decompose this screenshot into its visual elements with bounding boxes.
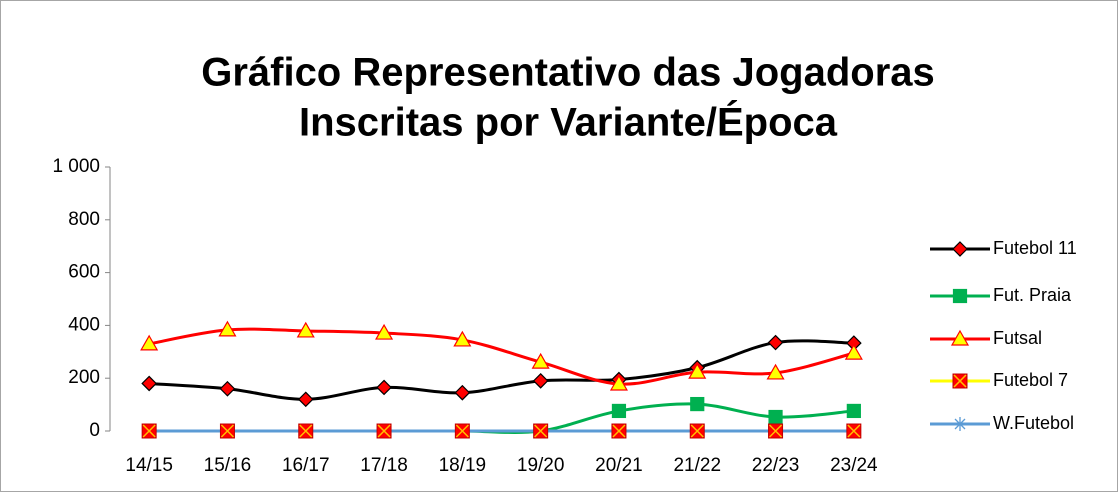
marker <box>453 330 472 347</box>
marker <box>690 396 705 412</box>
marker <box>297 391 314 408</box>
marker <box>296 321 315 338</box>
marker <box>219 380 236 397</box>
y-tick-label: 600 <box>68 262 100 283</box>
x-tick-label: 22/23 <box>752 455 800 476</box>
marker <box>141 423 157 439</box>
marker <box>688 362 707 379</box>
marker <box>531 352 550 369</box>
marker <box>766 363 785 380</box>
marker <box>298 423 314 439</box>
legend-label: Futebol 7 <box>993 370 1068 390</box>
marker <box>533 423 549 439</box>
y-tick-label: 1 000 <box>52 156 100 177</box>
marker <box>375 323 394 340</box>
marker <box>846 423 862 439</box>
x-tick-label: 16/17 <box>282 455 330 476</box>
legend-label: Fut. Praia <box>993 285 1072 305</box>
y-tick-label: 200 <box>68 367 100 388</box>
marker <box>952 288 968 304</box>
series-line <box>148 327 855 386</box>
x-tick-label: 18/19 <box>439 455 487 476</box>
marker <box>609 374 628 391</box>
x-tick-label: 17/18 <box>360 455 408 476</box>
marker <box>952 241 968 257</box>
marker <box>140 334 159 351</box>
marker <box>454 384 471 401</box>
marker <box>844 343 863 360</box>
y-tick-label: 800 <box>68 209 100 230</box>
marker <box>376 379 392 396</box>
chart-title: Gráfico Representativo das Jogadoras <box>201 51 935 95</box>
marker <box>141 375 157 392</box>
y-tick-label: 400 <box>68 314 100 335</box>
marker <box>952 373 968 389</box>
x-tick-label: 14/15 <box>125 455 173 476</box>
marker <box>532 372 549 389</box>
x-tick-label: 15/16 <box>204 455 252 476</box>
marker <box>218 320 237 337</box>
chart-title: Inscritas por Variante/Época <box>299 100 838 145</box>
marker <box>611 423 627 439</box>
marker <box>953 417 967 431</box>
marker <box>768 423 784 439</box>
series-line <box>149 339 854 401</box>
marker <box>376 423 392 439</box>
x-tick-label: 20/21 <box>595 455 643 476</box>
marker <box>767 334 784 351</box>
marker <box>768 409 783 425</box>
legend-label: W.Futebol <box>993 413 1074 433</box>
marker <box>611 403 627 419</box>
x-tick-label: 21/22 <box>673 455 721 476</box>
marker <box>219 423 235 439</box>
legend-label: Futebol 11 <box>993 238 1077 258</box>
y-tick-label: 0 <box>89 420 100 441</box>
x-tick-label: 23/24 <box>830 455 878 476</box>
marker <box>846 403 861 419</box>
legend-label: Futsal <box>993 328 1042 348</box>
marker <box>950 329 970 346</box>
marker <box>454 423 470 439</box>
marker <box>689 423 705 439</box>
x-tick-label: 19/20 <box>517 455 565 476</box>
